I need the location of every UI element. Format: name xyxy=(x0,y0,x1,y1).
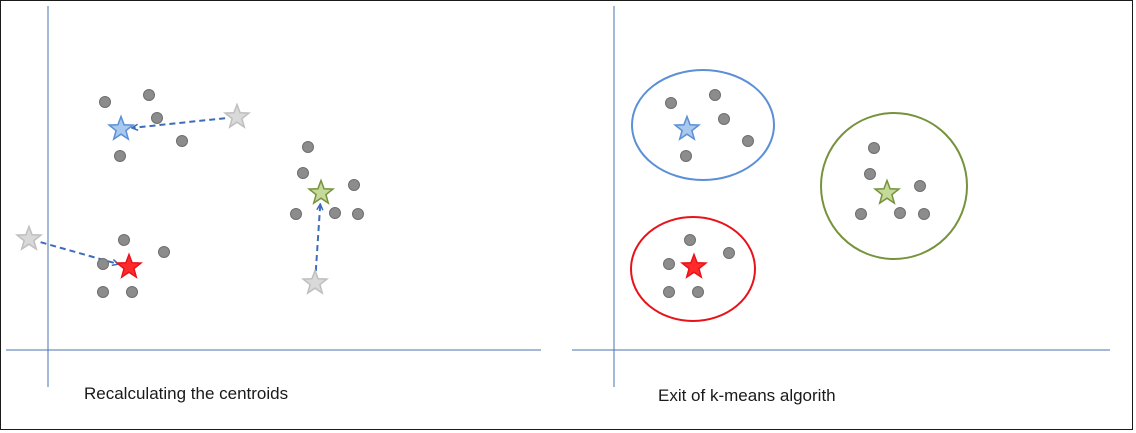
right-caption: Exit of k-means algorith xyxy=(658,386,836,405)
left-blue-point xyxy=(176,135,188,147)
data-points xyxy=(97,89,930,298)
right-red-point xyxy=(692,286,704,298)
right-blue-point xyxy=(709,89,721,101)
left-red-point xyxy=(97,258,109,270)
left-green-point xyxy=(302,141,314,153)
centroid-stars xyxy=(15,102,901,295)
right-green-point xyxy=(855,208,867,220)
left-green-point xyxy=(290,208,302,220)
centroid-move-arrows xyxy=(40,117,321,272)
right-red-point xyxy=(684,234,696,246)
left-caption: Recalculating the centroids xyxy=(84,384,289,403)
left-red-point xyxy=(97,286,109,298)
left-blue-point xyxy=(114,150,126,162)
right-red-point xyxy=(663,286,675,298)
right-blue-point xyxy=(680,150,692,162)
left-green-point xyxy=(329,207,341,219)
right-red-point xyxy=(723,247,735,259)
right-red-centroid-star xyxy=(680,252,708,279)
right-blue-point xyxy=(742,135,754,147)
right-blue-centroid-star xyxy=(673,114,701,141)
left-red-point xyxy=(158,246,170,258)
left-red-old-centroid-star xyxy=(15,224,43,251)
left-green-centroid-star xyxy=(307,178,335,205)
right-green-centroid-star xyxy=(873,178,901,205)
left-red-point xyxy=(118,234,130,246)
left-blue-point xyxy=(143,89,155,101)
green-cluster-boundary xyxy=(820,112,968,260)
left-blue-old-centroid-star xyxy=(223,102,251,129)
left-red-move-arrow xyxy=(40,241,118,264)
right-green-point xyxy=(914,180,926,192)
right-green-point xyxy=(894,207,906,219)
left-green-point xyxy=(297,167,309,179)
left-green-move-arrow xyxy=(314,205,320,272)
left-green-old-centroid-star xyxy=(301,268,329,295)
left-green-point xyxy=(352,208,364,220)
right-red-point xyxy=(663,258,675,270)
blue-cluster-boundary xyxy=(631,69,775,181)
left-green-point xyxy=(348,179,360,191)
left-blue-centroid-star xyxy=(107,114,135,141)
right-blue-point xyxy=(718,113,730,125)
left-red-centroid-star xyxy=(115,252,143,279)
right-green-point xyxy=(868,142,880,154)
left-red-point xyxy=(126,286,138,298)
left-blue-move-arrow xyxy=(133,117,226,128)
right-green-point xyxy=(864,168,876,180)
red-cluster-boundary xyxy=(630,216,756,322)
right-green-point xyxy=(918,208,930,220)
left-blue-point xyxy=(151,112,163,124)
right-blue-point xyxy=(665,97,677,109)
left-blue-point xyxy=(99,96,111,108)
